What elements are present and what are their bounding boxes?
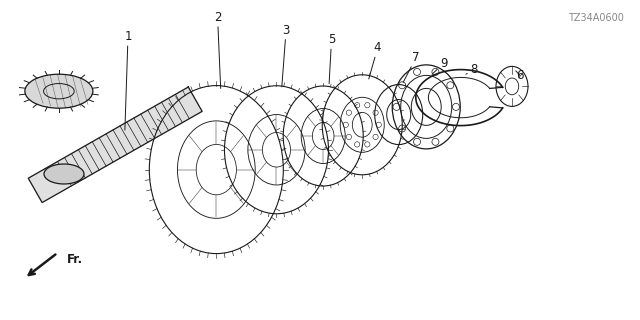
Polygon shape: [28, 87, 202, 203]
Text: 5: 5: [328, 33, 335, 84]
Ellipse shape: [25, 74, 93, 108]
Text: 4: 4: [369, 41, 381, 79]
Text: 1: 1: [124, 30, 132, 130]
Text: Fr.: Fr.: [67, 253, 83, 266]
Text: 7: 7: [403, 51, 420, 82]
Text: 3: 3: [282, 24, 290, 87]
Text: TZ34A0600: TZ34A0600: [568, 13, 624, 23]
Text: 2: 2: [214, 11, 221, 88]
Text: 9: 9: [432, 57, 447, 74]
Ellipse shape: [44, 164, 84, 184]
Text: 6: 6: [516, 68, 524, 82]
Text: 8: 8: [466, 63, 477, 76]
